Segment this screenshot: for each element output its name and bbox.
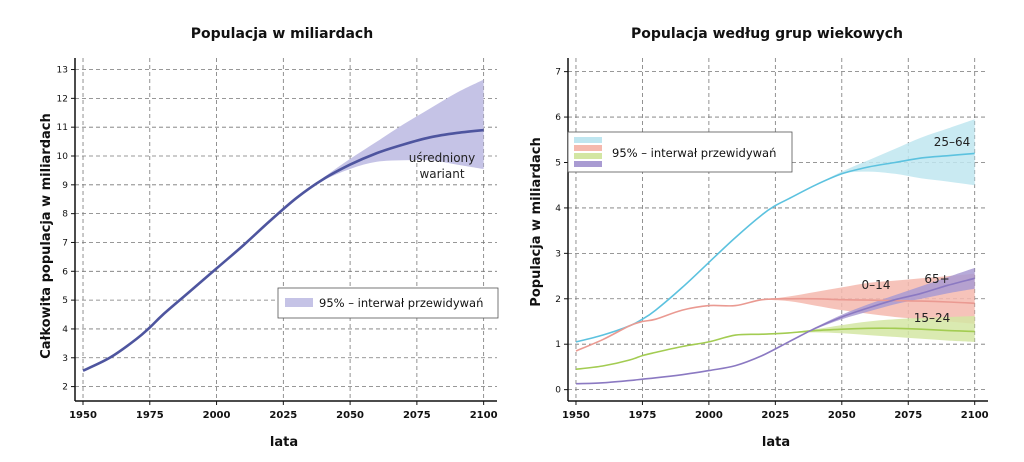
right-legend-box	[567, 131, 793, 173]
right-ytick-0: 0	[555, 386, 561, 396]
right-ytick-2: 2	[555, 295, 561, 305]
right-xtick-2075: 2075	[894, 410, 922, 421]
left-ytick-5: 5	[62, 296, 68, 306]
left-chart-title: Populacja w miliardach	[191, 26, 373, 42]
left-ytick-7: 7	[62, 238, 68, 248]
left-ytick-10: 10	[57, 152, 69, 162]
right-y-axis-label: Populacja w miliardach	[529, 137, 544, 306]
left-legend-label: 95% – interwał przewidywań	[319, 296, 483, 310]
label-25-64: 25–64	[934, 135, 971, 149]
right-line-0-14	[575, 297, 975, 352]
right-ytick-6: 6	[555, 113, 561, 123]
left-xtick-2050: 2050	[336, 410, 364, 421]
left-xtick-1950: 1950	[69, 410, 97, 421]
right-x-axis-label: lata	[762, 435, 790, 450]
left-y-axis-label: Całkowita populacja w miliardach	[39, 113, 54, 359]
left-x-axis-label: lata	[270, 435, 298, 450]
right-legend-swatch-15-24	[574, 153, 602, 159]
right-line-65-	[575, 277, 975, 385]
label-0-14: 0–14	[862, 278, 891, 292]
left-xtick-2025: 2025	[269, 410, 297, 421]
left-ytick-4: 4	[62, 325, 68, 335]
left-legend-box	[277, 287, 499, 319]
right-xtick-1950: 1950	[562, 410, 590, 421]
left-ytick-13: 13	[57, 66, 68, 76]
left-ytick-8: 8	[62, 210, 68, 220]
left-line-u-redniony-wariant	[82, 128, 484, 372]
right-ytick-4: 4	[555, 204, 561, 214]
right-xtick-2100: 2100	[961, 410, 989, 421]
left-xtick-1975: 1975	[136, 410, 164, 421]
right-legend-swatch-25-64	[574, 137, 602, 143]
left-ytick-6: 6	[62, 267, 68, 277]
right-ytick-7: 7	[555, 68, 561, 78]
right-xtick-2025: 2025	[761, 410, 789, 421]
right-ytick-1: 1	[555, 340, 561, 350]
right-line-25-64	[575, 152, 975, 343]
left-annotation-line1: uśredniony	[409, 151, 476, 165]
label-15-24: 15–24	[914, 311, 951, 325]
right-band-65-	[788, 267, 975, 342]
right-legend-swatch-65-plus	[574, 161, 602, 167]
left-xtick-2100: 2100	[470, 410, 498, 421]
right-legend-swatch-0-14	[574, 145, 602, 151]
right-ytick-3: 3	[555, 249, 561, 259]
right-chart-title: Populacja według grup wiekowych	[631, 26, 903, 42]
right-xtick-2050: 2050	[828, 410, 856, 421]
left-ytick-12: 12	[57, 94, 68, 104]
right-ytick-5: 5	[555, 158, 561, 168]
right-band-25-64	[815, 119, 975, 186]
right-legend: 95% – interwał przewidywań	[567, 131, 793, 173]
right-xtick-1975: 1975	[629, 410, 657, 421]
right-legend-label: 95% – interwał przewidywań	[612, 146, 776, 160]
left-ytick-3: 3	[62, 354, 68, 364]
label-65-plus: 65+	[924, 272, 949, 286]
left-xtick-2075: 2075	[403, 410, 431, 421]
right-xtick-2000: 2000	[695, 410, 723, 421]
left-xtick-2000: 2000	[203, 410, 231, 421]
left-ytick-9: 9	[62, 181, 68, 191]
left-ytick-11: 11	[57, 123, 68, 133]
right-line-15-24	[575, 327, 975, 370]
left-legend: 95% – interwał przewidywań	[277, 287, 499, 319]
left-legend-swatch	[285, 298, 313, 307]
left-ytick-2: 2	[62, 383, 68, 393]
left-annotation-line2: wariant	[419, 167, 464, 181]
